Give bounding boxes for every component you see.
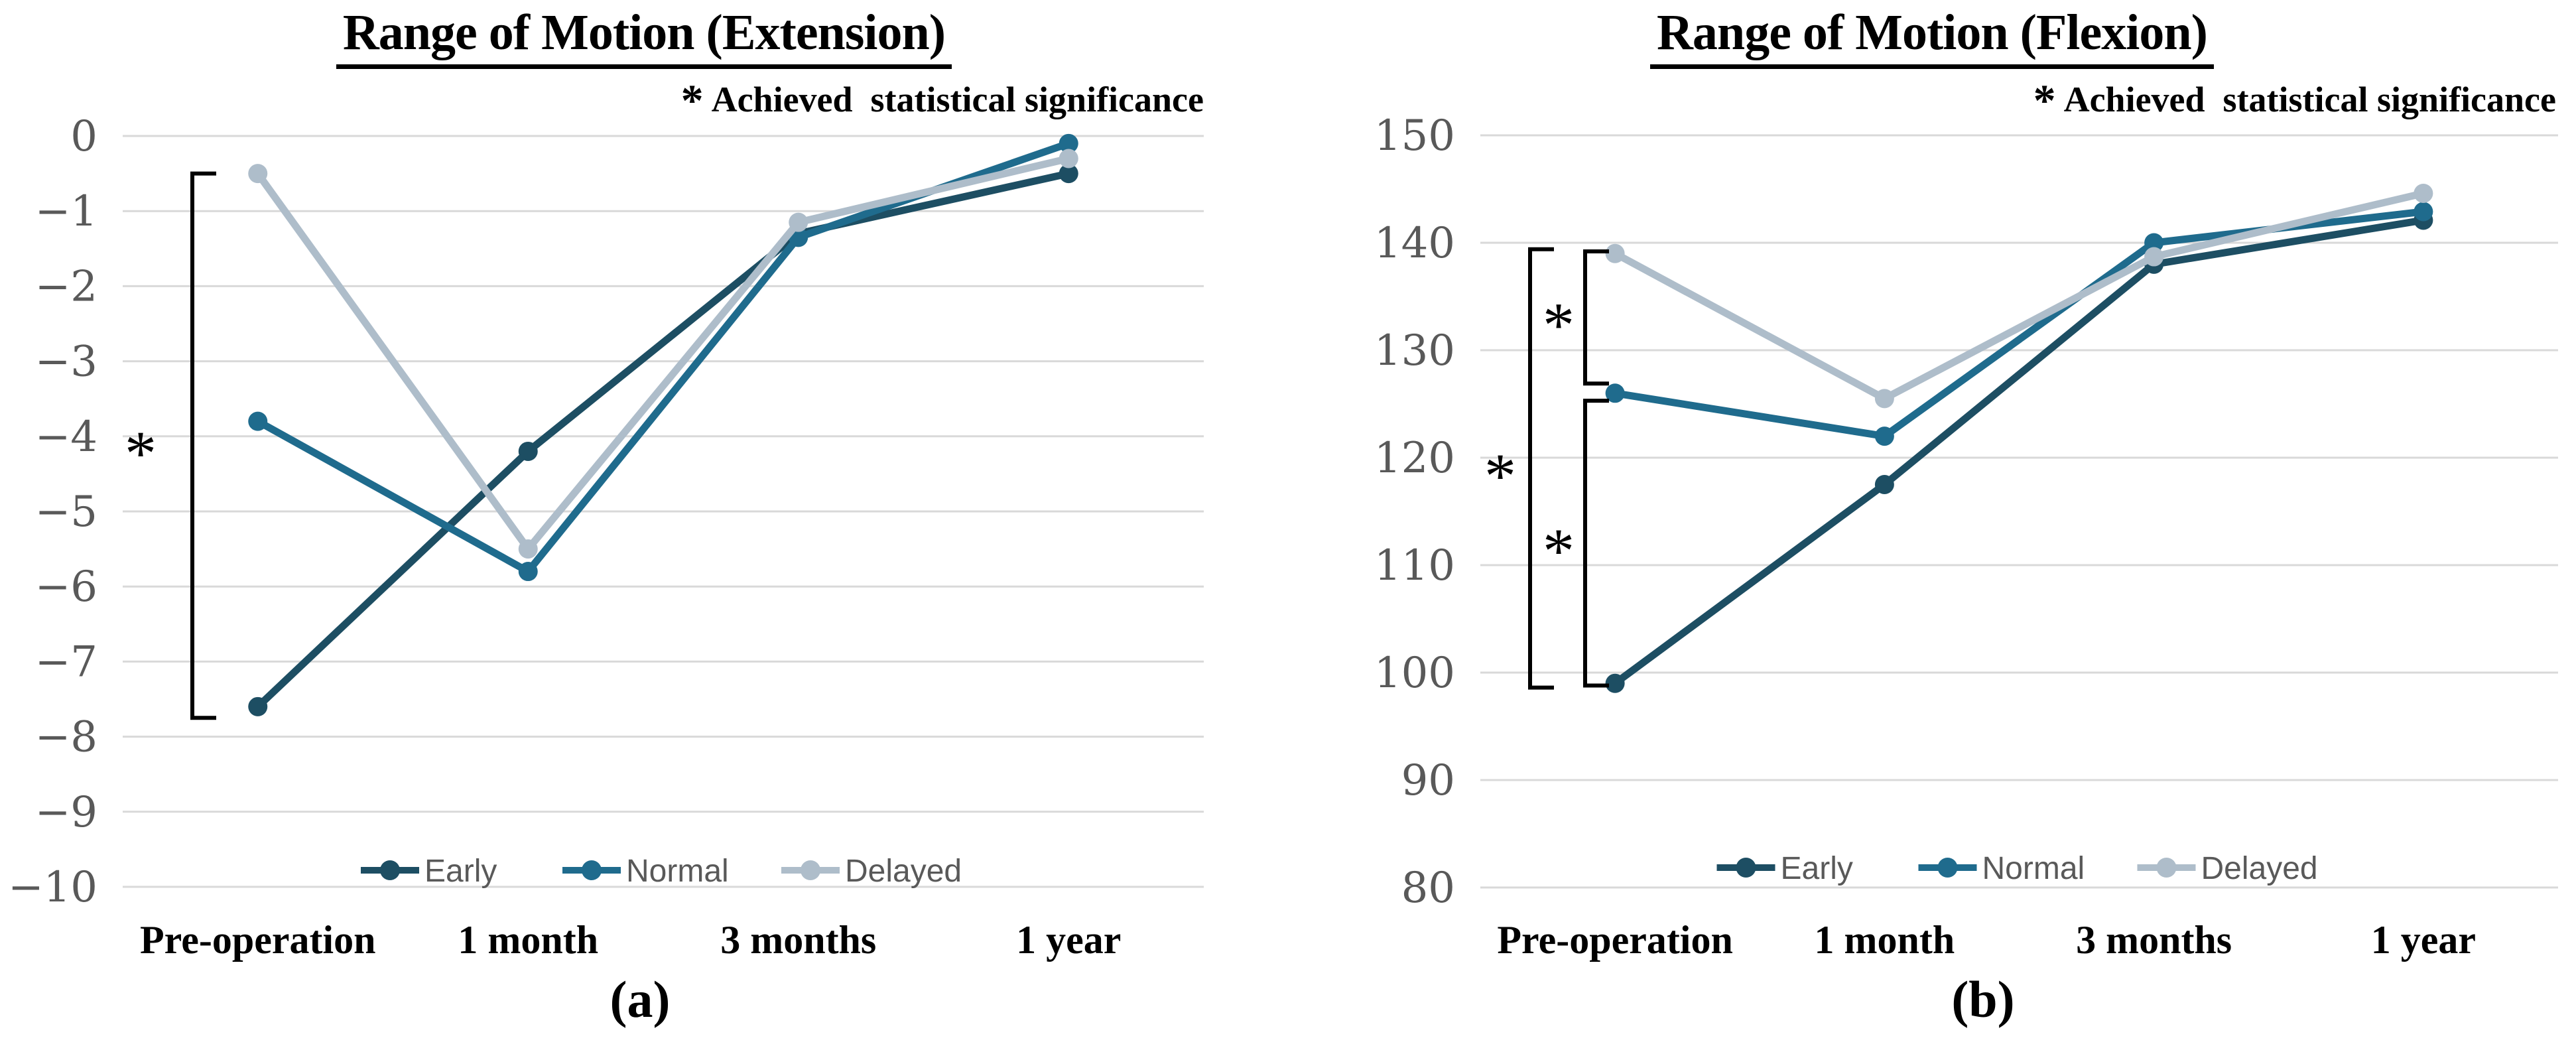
legend-marker-dot bbox=[1937, 858, 1958, 878]
y-tick-label: −5 bbox=[35, 488, 97, 537]
x-category-label: 1 year bbox=[2371, 918, 2476, 962]
series-line-normal bbox=[254, 139, 1072, 576]
flexion-title-row: Range of Motion (Flexion) bbox=[1288, 4, 2576, 69]
asterisk-icon: * bbox=[2033, 75, 2056, 125]
data-point-normal bbox=[2414, 202, 2433, 222]
legend-marker-dot bbox=[1736, 858, 1756, 878]
data-point-early bbox=[1059, 164, 1078, 184]
data-point-normal bbox=[248, 411, 268, 431]
significance-note-flexion: * Achieved statistical significance bbox=[2033, 74, 2556, 127]
y-tick-label: −8 bbox=[35, 713, 97, 762]
extension-title-row: Range of Motion (Extension) bbox=[0, 4, 1288, 69]
data-point-normal bbox=[518, 562, 538, 582]
legend-label: Early bbox=[424, 854, 497, 889]
y-tick-label: 150 bbox=[1374, 111, 1455, 161]
x-category-label: 1 year bbox=[1016, 918, 1121, 962]
x-category-label: 3 months bbox=[2076, 918, 2232, 962]
x-category-label: 3 months bbox=[720, 918, 876, 962]
data-point-delayed bbox=[2144, 247, 2164, 267]
data-point-early bbox=[1874, 475, 1894, 494]
significance-asterisk: * bbox=[1543, 290, 1575, 361]
extension-line-chart: 0 −1 −2 −3 −4 −5 −6 −7 −8 −9 −10 Pre-operation 1 mon… bbox=[8, 112, 1204, 962]
significance-asterisk: * bbox=[125, 418, 157, 489]
legend-label: Early bbox=[1781, 851, 1853, 886]
legend-label: Delayed bbox=[845, 854, 962, 889]
data-point-delayed bbox=[789, 212, 808, 232]
legend-label: Delayed bbox=[2201, 851, 2318, 886]
data-point-normal bbox=[1059, 133, 1078, 153]
data-point-early bbox=[1605, 673, 1625, 693]
x-category-label: Pre-operation bbox=[1497, 918, 1732, 962]
flexion-panel: Range of Motion (Flexion) * Achieved stat… bbox=[1288, 0, 2576, 1052]
page-title-extension: Range of Motion (Extension) bbox=[336, 4, 952, 69]
y-tick-label: 110 bbox=[1374, 541, 1455, 590]
extension-panel: Range of Motion (Extension) * Achieved st… bbox=[0, 4, 1288, 1028]
significance-note-extension: * Achieved statistical significance bbox=[681, 74, 1204, 127]
significance-asterisk: * bbox=[1484, 440, 1516, 511]
series-line-delayed bbox=[254, 155, 1072, 553]
legend-marker-dot bbox=[2156, 858, 2177, 878]
x-category-label: Pre-operation bbox=[140, 918, 375, 962]
asterisk-icon: * bbox=[680, 75, 704, 125]
significance-note-text: Achieved statistical significance bbox=[711, 80, 1204, 119]
y-tick-label: −10 bbox=[8, 863, 97, 912]
y-tick-label: −4 bbox=[35, 413, 97, 462]
y-tick-label: −2 bbox=[35, 262, 97, 311]
y-tick-label: −9 bbox=[35, 788, 97, 837]
x-category-label: 1 month bbox=[1815, 918, 1955, 962]
data-point-delayed bbox=[2414, 183, 2433, 203]
series-line-delayed bbox=[1611, 189, 2427, 403]
significance-note-text: Achieved statistical significance bbox=[2063, 80, 2556, 119]
legend-marker-dot bbox=[801, 860, 820, 880]
y-tick-label: −1 bbox=[35, 187, 97, 236]
data-point-normal bbox=[1874, 427, 1894, 446]
data-point-delayed bbox=[1605, 243, 1625, 263]
data-point-normal bbox=[2144, 233, 2164, 253]
series-line-early bbox=[1611, 216, 2427, 687]
legend-marker-dot bbox=[380, 860, 400, 880]
data-point-delayed bbox=[518, 539, 538, 559]
y-tick-label: 130 bbox=[1374, 326, 1455, 375]
y-tick-label: −3 bbox=[35, 338, 97, 387]
y-tick-label: 90 bbox=[1401, 756, 1455, 805]
caption-a: (a) bbox=[610, 970, 671, 1028]
x-category-label: 1 month bbox=[458, 918, 598, 962]
significance-bracket bbox=[1583, 249, 1609, 386]
page-title-flexion: Range of Motion (Flexion) bbox=[1650, 4, 2214, 69]
series-line-early bbox=[254, 170, 1072, 710]
significance-bracket bbox=[190, 171, 216, 720]
data-point-early bbox=[248, 696, 268, 716]
y-tick-label: 0 bbox=[70, 112, 97, 161]
significance-bracket bbox=[1583, 399, 1609, 688]
data-point-delayed bbox=[248, 164, 268, 184]
data-point-delayed bbox=[1874, 389, 1894, 409]
y-tick-label: 100 bbox=[1374, 649, 1455, 698]
legend-label: Normal bbox=[626, 854, 729, 889]
y-tick-label: 80 bbox=[1401, 864, 1455, 913]
y-tick-label: −7 bbox=[35, 637, 97, 687]
y-tick-label: −6 bbox=[35, 562, 97, 612]
legend-label: Normal bbox=[1982, 851, 2085, 886]
significance-asterisk: * bbox=[1543, 515, 1575, 586]
data-point-normal bbox=[1605, 383, 1625, 403]
y-tick-label: 140 bbox=[1374, 219, 1455, 268]
legend-marker-dot bbox=[582, 860, 602, 880]
significance-bracket bbox=[1528, 247, 1554, 690]
data-point-early bbox=[518, 441, 538, 461]
y-tick-label: 120 bbox=[1374, 434, 1455, 483]
caption-b: (b) bbox=[1951, 970, 2015, 1028]
data-point-delayed bbox=[1059, 149, 1078, 168]
flexion-line-chart: 150 140 130 120 110 100 90 80 Pre-operation 1 mon… bbox=[1374, 111, 2558, 962]
